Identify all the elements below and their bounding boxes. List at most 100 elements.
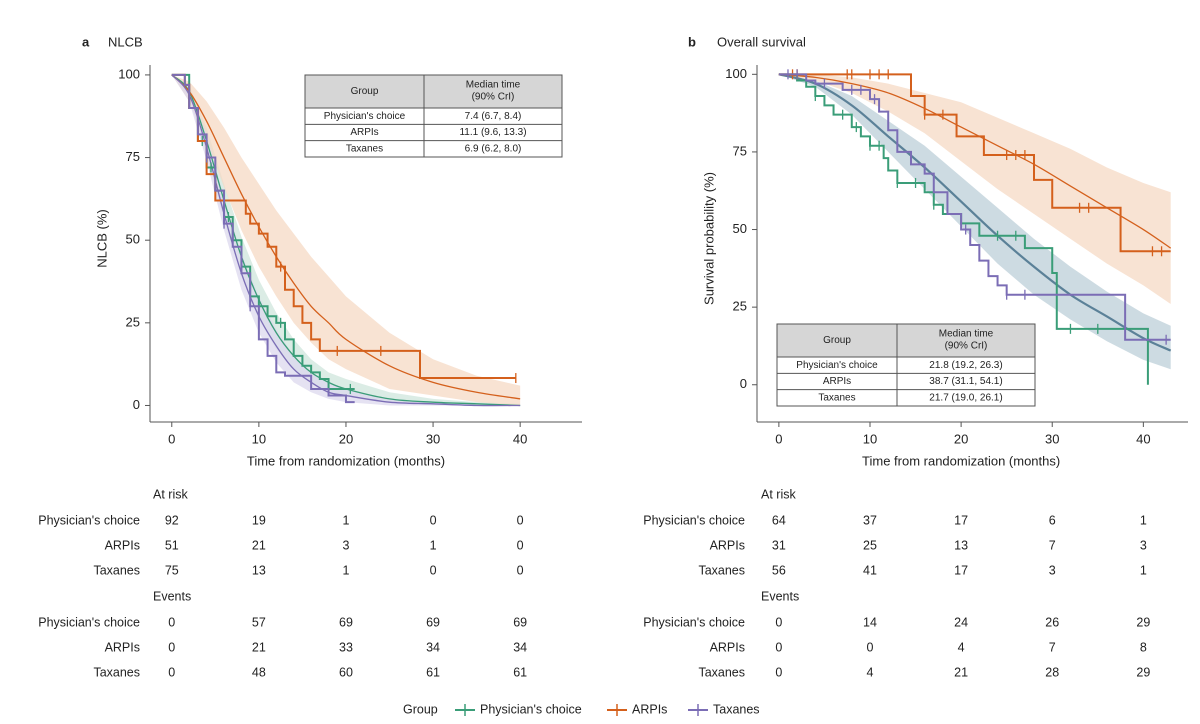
table-header: Group xyxy=(823,335,851,346)
risk-value: 4 xyxy=(958,640,965,654)
table-header: (90% CrI) xyxy=(472,92,515,103)
risk-value: 60 xyxy=(339,665,353,679)
y-axis-label: NLCB (%) xyxy=(94,209,109,268)
risk-value: 33 xyxy=(339,640,353,654)
risk-row-label: Physician's choice xyxy=(643,513,745,527)
table-cell: Taxanes xyxy=(346,143,383,154)
risk-value: 25 xyxy=(863,538,877,552)
risk-value: 8 xyxy=(1140,640,1147,654)
risk-value: 0 xyxy=(775,615,782,629)
risk-row-label: ARPIs xyxy=(105,538,140,552)
panel-label: b xyxy=(688,34,696,49)
table-header-bg xyxy=(777,324,1035,357)
legend-title: Group xyxy=(403,702,438,716)
x-tick-label: 40 xyxy=(1136,431,1150,446)
y-tick-label: 100 xyxy=(725,66,747,81)
table-header: Median time xyxy=(466,80,521,91)
risk-row-label: Physician's choice xyxy=(38,615,140,629)
risk-value: 75 xyxy=(165,563,179,577)
risk-value: 19 xyxy=(252,513,266,527)
risk-value: 61 xyxy=(426,665,440,679)
x-tick-label: 20 xyxy=(954,431,968,446)
risk-value: 1 xyxy=(342,563,349,577)
table-cell: Taxanes xyxy=(818,392,855,403)
x-axis-label: Time from randomization (months) xyxy=(247,453,445,468)
risk-value: 64 xyxy=(772,513,786,527)
risk-value: 41 xyxy=(863,563,877,577)
table-header: Median time xyxy=(939,329,994,340)
risk-value: 0 xyxy=(517,563,524,577)
table-border xyxy=(304,74,563,158)
risk-value: 0 xyxy=(430,513,437,527)
risk-value: 29 xyxy=(1136,615,1150,629)
x-tick-label: 20 xyxy=(339,431,353,446)
risk-row-label: ARPIs xyxy=(710,640,745,654)
legend-label: Taxanes xyxy=(713,702,760,716)
table-header: Group xyxy=(351,86,379,97)
risk-value: 37 xyxy=(863,513,877,527)
risk-row-label: Physician's choice xyxy=(38,513,140,527)
risk-row-label: Physician's choice xyxy=(643,615,745,629)
risk-row-label: Taxanes xyxy=(698,563,745,577)
risk-value: 1 xyxy=(1140,563,1147,577)
x-tick-label: 0 xyxy=(168,431,175,446)
risk-value: 3 xyxy=(1140,538,1147,552)
risk-row-label: ARPIs xyxy=(105,640,140,654)
risk-value: 3 xyxy=(342,538,349,552)
x-tick-label: 0 xyxy=(775,431,782,446)
risk-value: 1 xyxy=(430,538,437,552)
risk-value: 1 xyxy=(342,513,349,527)
table-cell: 7.4 (6.7, 8.4) xyxy=(465,111,522,122)
panel-label: a xyxy=(82,34,90,49)
risk-value: 0 xyxy=(517,538,524,552)
risk-value: 21 xyxy=(252,538,266,552)
table-cell: ARPIs xyxy=(350,127,378,138)
risk-value: 4 xyxy=(867,665,874,679)
risk-table-title: Events xyxy=(761,589,799,603)
risk-value: 13 xyxy=(252,563,266,577)
risk-value: 17 xyxy=(954,563,968,577)
x-axis-label: Time from randomization (months) xyxy=(862,453,1060,468)
risk-value: 7 xyxy=(1049,640,1056,654)
table-cell: 21.8 (19.2, 26.3) xyxy=(929,360,1002,371)
risk-value: 61 xyxy=(513,665,527,679)
risk-value: 51 xyxy=(165,538,179,552)
x-tick-label: 10 xyxy=(863,431,877,446)
x-tick-label: 30 xyxy=(426,431,440,446)
risk-table-title: At risk xyxy=(153,487,188,501)
risk-row-label: Taxanes xyxy=(93,563,140,577)
risk-value: 69 xyxy=(513,615,527,629)
risk-value: 0 xyxy=(168,640,175,654)
risk-value: 28 xyxy=(1045,665,1059,679)
y-tick-label: 0 xyxy=(133,397,140,412)
risk-value: 34 xyxy=(426,640,440,654)
table-cell: 38.7 (31.1, 54.1) xyxy=(929,376,1002,387)
legend-label: Physician's choice xyxy=(480,702,582,716)
fitted-curve xyxy=(778,73,1172,352)
risk-value: 0 xyxy=(775,640,782,654)
risk-value: 92 xyxy=(165,513,179,527)
km-curve xyxy=(778,73,1149,385)
risk-value: 14 xyxy=(863,615,877,629)
risk-row-label: ARPIs xyxy=(710,538,745,552)
risk-value: 3 xyxy=(1049,563,1056,577)
y-tick-label: 100 xyxy=(118,66,140,81)
y-tick-label: 25 xyxy=(733,299,747,314)
risk-value: 0 xyxy=(430,563,437,577)
legend-label: ARPIs xyxy=(632,702,667,716)
y-tick-label: 0 xyxy=(740,376,747,391)
y-axis-label: Survival probability (%) xyxy=(701,172,716,305)
km-curve xyxy=(778,73,1171,253)
table-cell: Physician's choice xyxy=(796,360,878,371)
x-tick-label: 30 xyxy=(1045,431,1059,446)
risk-value: 13 xyxy=(954,538,968,552)
table-border xyxy=(776,323,1036,407)
credible-band xyxy=(778,74,1171,305)
y-tick-label: 50 xyxy=(733,221,747,236)
risk-table-title: At risk xyxy=(761,487,796,501)
risk-value: 0 xyxy=(517,513,524,527)
risk-value: 26 xyxy=(1045,615,1059,629)
table-cell: Physician's choice xyxy=(324,111,406,122)
risk-value: 21 xyxy=(954,665,968,679)
